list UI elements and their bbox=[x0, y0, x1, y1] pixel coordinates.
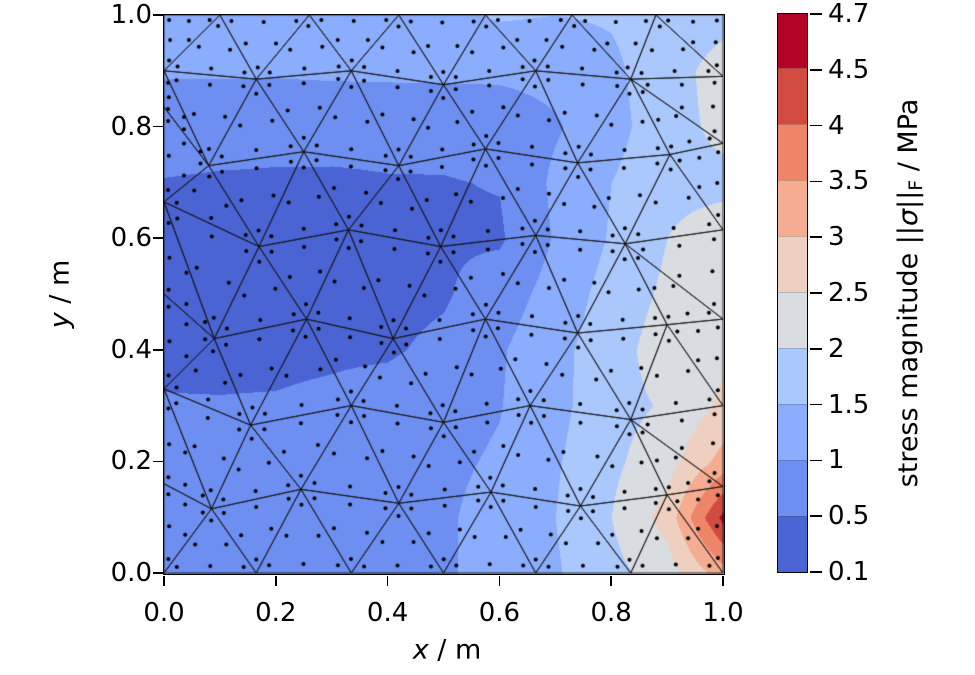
x-axis-tick bbox=[386, 575, 389, 586]
x-axis-label-variable: x bbox=[412, 634, 429, 666]
y-axis-label-variable: y bbox=[44, 312, 76, 329]
x-axis-tick bbox=[163, 575, 165, 586]
y-tick-label: 0.0 bbox=[110, 558, 152, 588]
colorbar-tick bbox=[810, 236, 822, 238]
colorbar-tick bbox=[810, 571, 822, 573]
y-tick-label: 0.4 bbox=[110, 334, 152, 365]
colorbar-segment bbox=[777, 13, 807, 69]
colorbar bbox=[776, 12, 808, 573]
colorbar-segment bbox=[777, 180, 807, 237]
colorbar-tick-label: 0.1 bbox=[828, 557, 870, 587]
colorbar-tick-label: 2 bbox=[828, 333, 845, 364]
y-axis-tick bbox=[153, 14, 163, 16]
x-tick-label: 0.0 bbox=[143, 598, 185, 628]
x-axis-tick bbox=[275, 575, 277, 586]
colorbar-tick bbox=[810, 13, 822, 15]
y-axis-tick bbox=[153, 237, 163, 239]
colorbar-segment bbox=[777, 124, 807, 181]
y-axis-tick bbox=[153, 460, 163, 463]
colorbar-segment bbox=[777, 403, 807, 460]
y-tick-label: 0.2 bbox=[110, 446, 152, 477]
colorbar-tick bbox=[810, 515, 822, 517]
x-axis-tick bbox=[610, 575, 612, 586]
x-axis-tick bbox=[722, 575, 724, 586]
y-tick-label: 0.6 bbox=[110, 223, 152, 254]
colorbar-tick-label: 3.5 bbox=[828, 166, 870, 197]
x-tick-label: 0.8 bbox=[590, 598, 632, 628]
y-tick-label: 1.0 bbox=[110, 0, 152, 30]
x-axis-tick bbox=[498, 575, 501, 586]
colorbar-tick-label: 1.5 bbox=[828, 389, 870, 420]
contour-mesh-canvas bbox=[163, 14, 724, 574]
x-tick-label: 0.4 bbox=[366, 598, 409, 628]
y-axis-label: y / m bbox=[45, 260, 76, 329]
colorbar-tick-label: 2.5 bbox=[828, 278, 870, 308]
colorbar-tick bbox=[810, 292, 822, 294]
x-axis-label-units: / m bbox=[428, 634, 482, 666]
x-tick-label: 0.2 bbox=[255, 598, 297, 628]
frobenius-subscript: F bbox=[904, 179, 927, 191]
x-axis-label: x / m bbox=[413, 635, 482, 666]
colorbar-segment bbox=[777, 68, 807, 125]
y-axis-tick bbox=[153, 572, 163, 574]
colorbar-tick-label: 3 bbox=[828, 222, 845, 253]
x-tick-label: 1.0 bbox=[702, 598, 744, 628]
colorbar-segment bbox=[777, 515, 807, 572]
colorbar-segment bbox=[777, 236, 807, 293]
colorbar-tick-label: 4 bbox=[828, 110, 845, 141]
colorbar-tick bbox=[810, 403, 822, 406]
colorbar-tick bbox=[810, 459, 822, 462]
colorbar-segment bbox=[777, 459, 807, 516]
colorbar-segment bbox=[777, 347, 807, 404]
y-axis-label-units: / m bbox=[44, 259, 76, 313]
colorbar-tick bbox=[810, 69, 822, 71]
colorbar-tick-label: 4.7 bbox=[828, 0, 870, 29]
y-axis-tick bbox=[153, 125, 163, 128]
plot-area bbox=[162, 13, 725, 575]
colorbar-tick bbox=[810, 124, 822, 127]
colorbar-tick bbox=[810, 348, 822, 350]
colorbar-segment bbox=[777, 292, 807, 348]
x-tick-label: 0.6 bbox=[478, 598, 521, 628]
colorbar-tick-label: 4.5 bbox=[828, 54, 870, 85]
y-axis-tick bbox=[153, 349, 163, 351]
colorbar-tick-label: 0.5 bbox=[828, 501, 870, 532]
colorbar-tick bbox=[810, 180, 822, 183]
y-tick-label: 0.8 bbox=[110, 111, 152, 142]
colorbar-tick-label: 1 bbox=[828, 445, 845, 476]
